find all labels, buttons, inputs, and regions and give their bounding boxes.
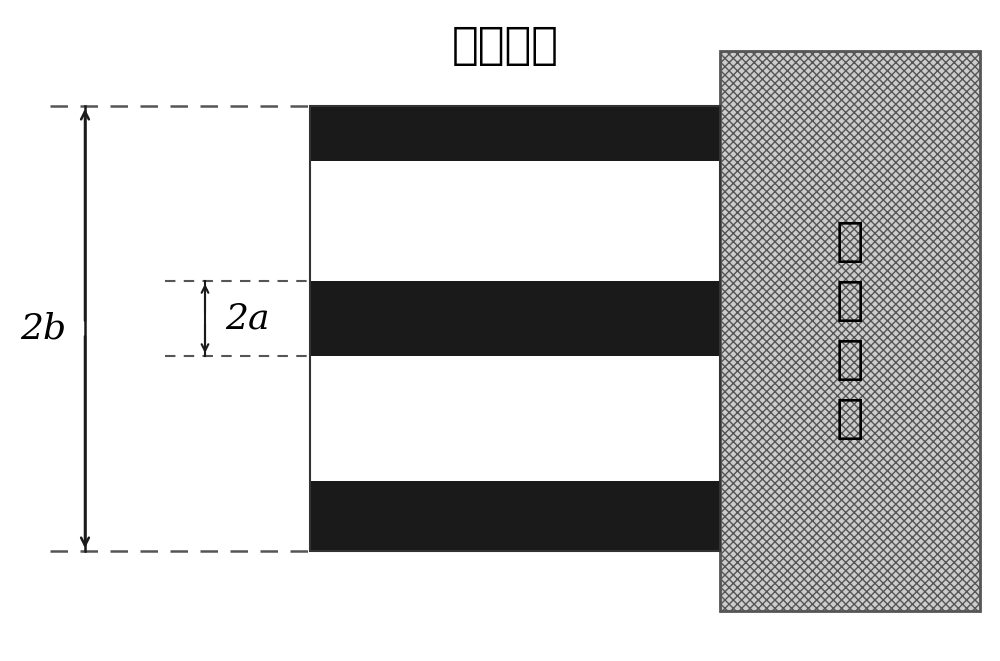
Text: 同轴探头: 同轴探头 xyxy=(452,24,558,67)
Bar xyxy=(310,106,720,161)
Text: 2a: 2a xyxy=(225,301,269,336)
Bar xyxy=(310,106,720,551)
Bar xyxy=(310,481,720,551)
Bar xyxy=(310,161,720,281)
Text: 2b: 2b xyxy=(20,311,66,346)
Text: 待
测
样
品: 待 测 样 品 xyxy=(836,220,864,442)
Bar xyxy=(310,356,720,481)
Bar xyxy=(720,51,980,611)
Bar xyxy=(310,281,720,356)
